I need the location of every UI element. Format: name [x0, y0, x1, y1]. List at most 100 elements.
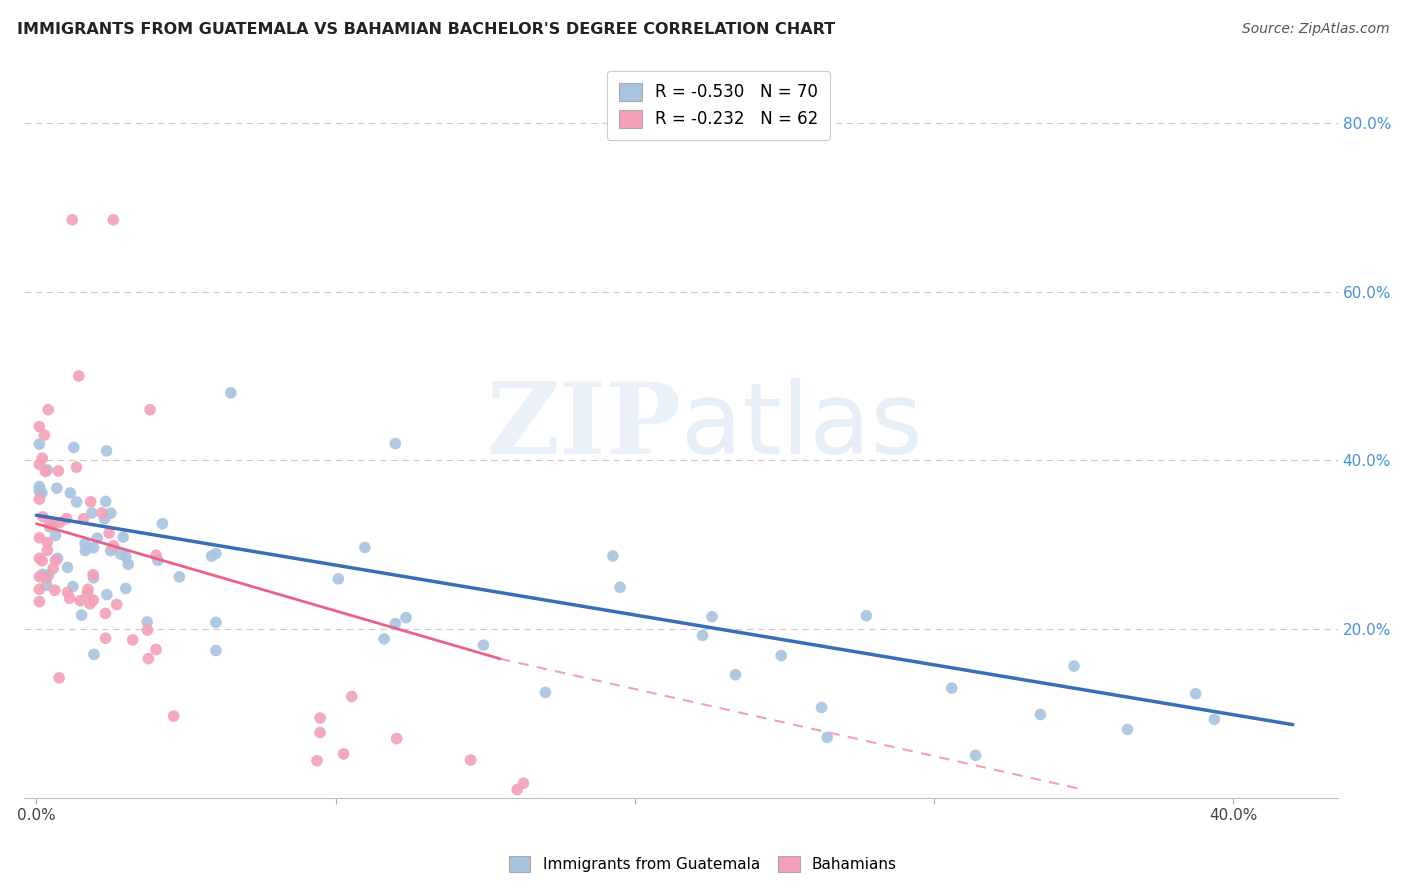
Point [309, 725, 332, 739]
Point [39, 517, 62, 532]
Point [37, 543, 59, 558]
Point [700, 609, 723, 624]
Point [169, 570, 191, 584]
Point [34, 465, 56, 479]
Point [59, 591, 82, 606]
Point [114, 582, 136, 596]
Point [69, 593, 91, 607]
Point [86, 531, 108, 545]
Point [28, 458, 51, 472]
Point [354, 541, 377, 555]
Point [82, 567, 104, 582]
Point [512, 776, 534, 790]
Point [82, 593, 104, 607]
Point [110, 547, 132, 561]
Point [1063, 659, 1085, 673]
Point [65, 460, 87, 475]
Point [31, 554, 53, 568]
Point [98, 526, 121, 541]
Point [31, 567, 53, 582]
Point [121, 632, 143, 647]
Point [75, 543, 97, 558]
Point [28, 492, 51, 507]
Point [62, 441, 84, 455]
Point [66, 495, 89, 509]
Point [38, 567, 60, 582]
Point [305, 754, 328, 768]
Point [37, 402, 59, 417]
Point [28, 479, 51, 493]
Point [82, 571, 104, 585]
Point [59, 486, 82, 500]
Point [60, 212, 83, 227]
Point [96, 444, 118, 458]
Point [32, 509, 55, 524]
Point [139, 402, 162, 417]
Point [1116, 723, 1139, 737]
Point [609, 580, 631, 594]
Point [373, 632, 395, 646]
Text: atlas: atlas [681, 378, 922, 475]
Point [472, 638, 495, 652]
Point [534, 685, 557, 699]
Point [810, 700, 832, 714]
Point [83, 648, 105, 662]
Point [41, 518, 63, 533]
Point [28, 483, 51, 497]
Point [44, 583, 66, 598]
Point [91, 506, 114, 520]
Point [70, 608, 93, 623]
Point [205, 615, 228, 630]
Point [332, 747, 354, 761]
Point [44, 528, 66, 542]
Point [55, 511, 77, 525]
Point [94, 494, 117, 508]
Point [138, 651, 160, 665]
Point [96, 588, 118, 602]
Point [384, 436, 406, 450]
Text: IMMIGRANTS FROM GUATEMALA VS BAHAMIAN BACHELOR'S DEGREE CORRELATION CHART: IMMIGRANTS FROM GUATEMALA VS BAHAMIAN BA… [17, 22, 835, 37]
Point [31, 451, 53, 466]
Point [309, 711, 332, 725]
Point [77, 582, 100, 597]
Point [112, 530, 135, 544]
Point [103, 539, 125, 553]
Point [1204, 712, 1226, 726]
Point [100, 506, 122, 520]
Point [328, 572, 350, 586]
Point [384, 616, 406, 631]
Point [340, 690, 363, 704]
Point [48, 671, 70, 685]
Point [200, 549, 222, 563]
Point [28, 531, 51, 545]
Point [82, 541, 104, 555]
Point [37, 535, 59, 549]
Point [34, 428, 56, 442]
Point [93, 512, 115, 526]
Point [45, 553, 67, 567]
Point [770, 648, 793, 663]
Point [100, 543, 122, 558]
Point [146, 553, 169, 567]
Point [94, 631, 117, 645]
Point [506, 782, 529, 797]
Point [28, 437, 51, 451]
Point [38, 520, 60, 534]
Point [28, 569, 51, 583]
Point [115, 549, 138, 564]
Point [105, 598, 128, 612]
Point [152, 516, 174, 531]
Legend: R = -0.530   N = 70, R = -0.232   N = 62: R = -0.530 N = 70, R = -0.232 N = 62 [607, 70, 831, 140]
Point [103, 212, 125, 227]
Text: Source: ZipAtlas.com: Source: ZipAtlas.com [1241, 22, 1389, 37]
Point [145, 642, 167, 657]
Point [75, 536, 97, 550]
Point [117, 558, 139, 572]
Point [31, 485, 53, 500]
Point [602, 549, 624, 563]
Point [136, 615, 159, 629]
Point [965, 748, 987, 763]
Point [76, 586, 98, 600]
Point [395, 611, 418, 625]
Legend: Immigrants from Guatemala, Bahamians: Immigrants from Guatemala, Bahamians [502, 848, 904, 880]
